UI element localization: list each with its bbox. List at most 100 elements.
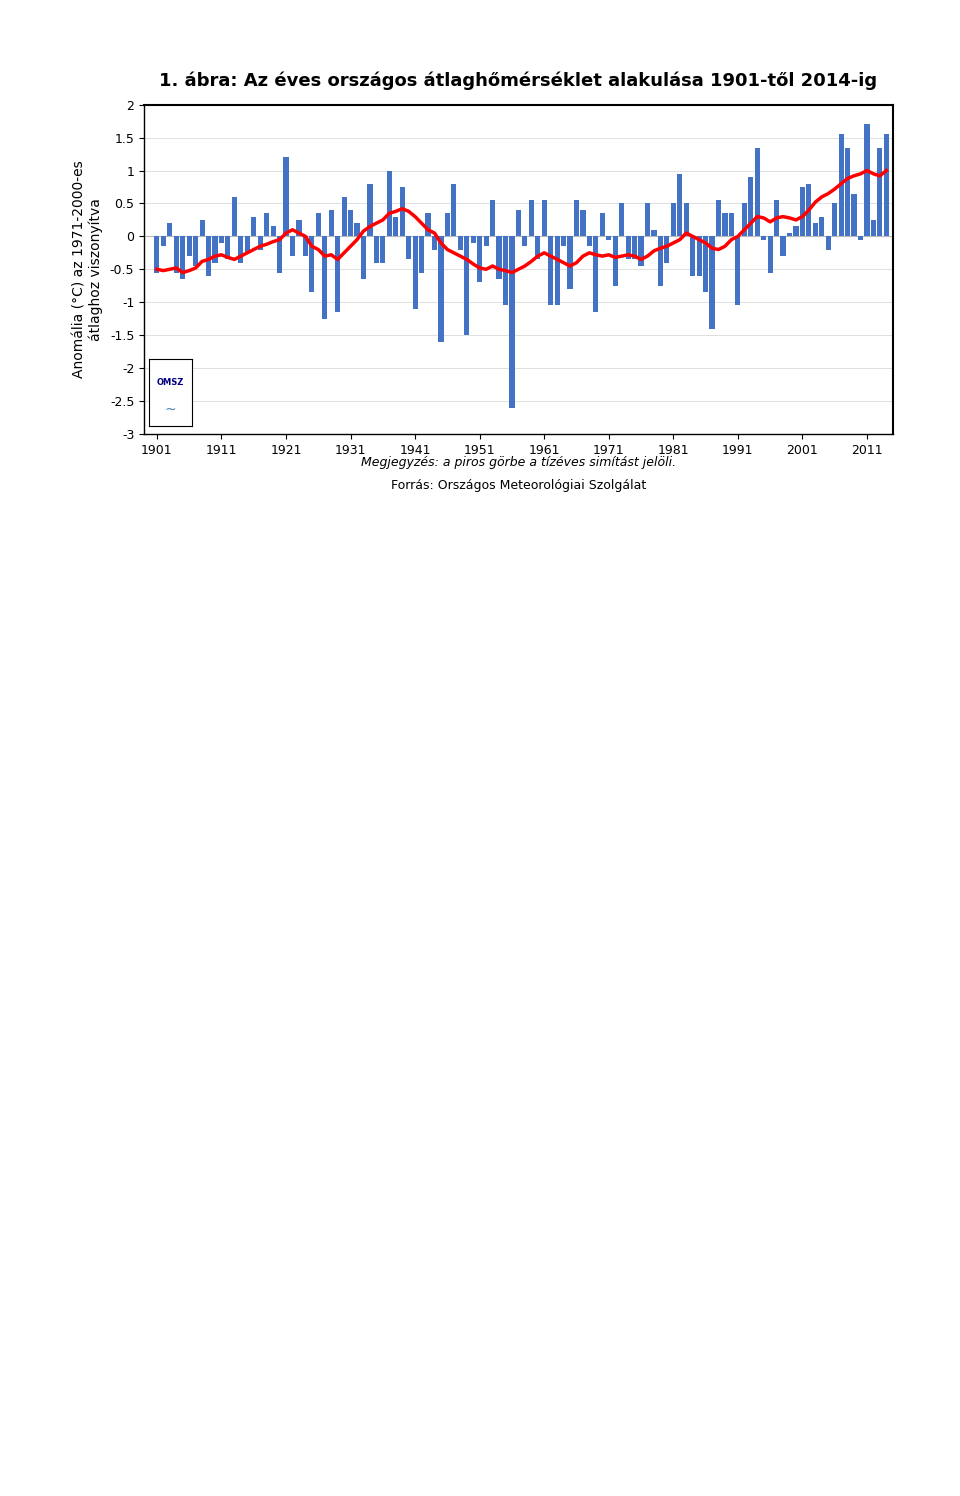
Bar <box>839 135 844 236</box>
Bar <box>638 236 643 266</box>
Bar <box>206 236 211 275</box>
Bar <box>419 236 424 272</box>
Bar <box>348 209 353 236</box>
Bar <box>664 236 669 263</box>
Bar <box>458 236 463 250</box>
Bar <box>238 236 244 263</box>
Bar <box>606 236 612 239</box>
Bar <box>671 203 676 236</box>
Bar <box>503 236 508 305</box>
Bar <box>342 197 347 236</box>
Bar <box>826 236 830 250</box>
Text: OMSZ: OMSZ <box>156 378 184 387</box>
Bar <box>155 236 159 272</box>
Bar <box>361 236 366 280</box>
Bar <box>174 236 179 272</box>
Bar <box>387 171 392 236</box>
Bar <box>444 214 450 236</box>
Bar <box>858 236 863 239</box>
Bar <box>226 236 230 259</box>
Bar <box>373 236 379 263</box>
Bar <box>632 236 637 259</box>
Bar <box>806 184 811 236</box>
Bar <box>729 214 734 236</box>
Bar <box>652 230 657 236</box>
Bar <box>535 236 540 259</box>
Bar <box>432 236 437 250</box>
Bar <box>252 217 256 236</box>
Bar <box>309 236 315 292</box>
Bar <box>283 157 289 236</box>
Bar <box>587 236 592 247</box>
Bar <box>406 236 411 259</box>
Bar <box>716 200 721 236</box>
Bar <box>832 203 837 236</box>
Bar <box>496 236 502 280</box>
Bar <box>864 124 870 236</box>
Bar <box>742 203 747 236</box>
Bar <box>231 197 237 236</box>
Text: ~: ~ <box>164 402 177 416</box>
Bar <box>852 193 856 236</box>
Bar <box>257 236 263 250</box>
Bar <box>581 209 586 236</box>
Bar <box>567 236 572 289</box>
Y-axis label: Anomália (°C) az 1971-2000-es
átlaghoz viszonyítva: Anomália (°C) az 1971-2000-es átlaghoz v… <box>72 160 103 378</box>
Bar <box>212 236 218 263</box>
Bar <box>593 236 598 313</box>
Bar <box>354 223 360 236</box>
Bar <box>574 200 579 236</box>
Bar <box>394 217 398 236</box>
Bar <box>735 236 740 305</box>
Bar <box>186 236 192 256</box>
Bar <box>871 220 876 236</box>
Bar <box>677 174 683 236</box>
Bar <box>748 177 754 236</box>
Bar <box>323 236 327 319</box>
Bar <box>529 200 534 236</box>
Bar <box>439 236 444 341</box>
Bar <box>684 203 689 236</box>
Bar <box>722 214 728 236</box>
Bar <box>399 187 405 236</box>
Text: Forrás: Országos Meteorológiai Szolgálat: Forrás: Országos Meteorológiai Szolgálat <box>391 479 646 492</box>
Bar <box>516 209 521 236</box>
Bar <box>780 236 785 256</box>
Bar <box>413 236 418 308</box>
Bar <box>761 236 766 239</box>
Bar <box>167 223 173 236</box>
Bar <box>845 148 851 236</box>
Bar <box>425 214 431 236</box>
Bar <box>160 236 166 247</box>
Bar <box>755 148 759 236</box>
Bar <box>819 217 825 236</box>
Bar <box>703 236 708 292</box>
Bar <box>774 200 780 236</box>
Bar <box>768 236 773 272</box>
Bar <box>277 236 282 272</box>
Bar <box>477 236 482 283</box>
Bar <box>800 187 805 236</box>
Bar <box>200 220 204 236</box>
Bar <box>335 236 340 313</box>
Bar <box>290 236 295 256</box>
Bar <box>690 236 695 275</box>
Bar <box>219 236 224 242</box>
Bar <box>380 236 385 263</box>
Bar <box>548 236 553 305</box>
Bar <box>245 236 250 253</box>
Bar <box>328 209 334 236</box>
Bar <box>697 236 702 275</box>
Bar <box>484 236 489 247</box>
Bar <box>368 184 372 236</box>
Bar <box>658 236 663 286</box>
Bar <box>793 226 799 236</box>
Bar <box>555 236 560 305</box>
Bar <box>541 200 547 236</box>
Bar <box>510 236 515 407</box>
Bar <box>470 236 476 242</box>
Bar <box>522 236 527 247</box>
Bar <box>561 236 566 247</box>
Bar <box>600 214 605 236</box>
Bar <box>271 226 276 236</box>
